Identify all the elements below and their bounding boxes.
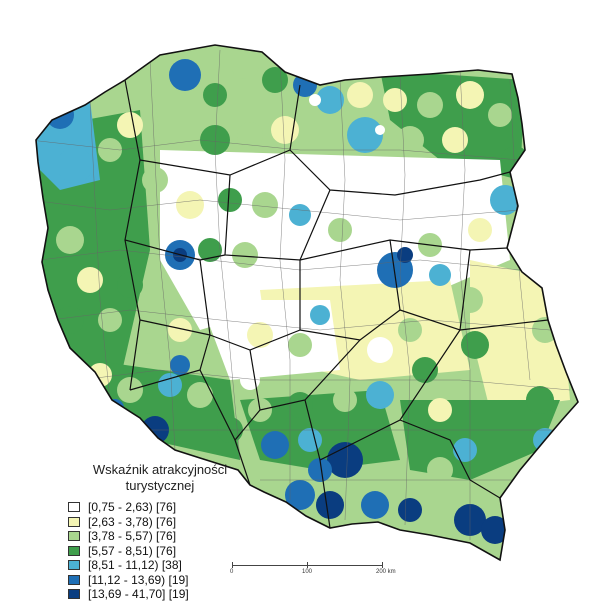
legend-label: [5,57 - 8,51) [76]	[88, 543, 177, 558]
legend-title-line1: Wskaźnik atrakcyjności	[92, 462, 228, 477]
legend-label: [13,69 - 41,70] [19]	[88, 587, 189, 602]
legend-swatch	[68, 589, 80, 600]
map-legend: Wskaźnik atrakcyjności turystycznej [0,7…	[60, 462, 260, 602]
legend-swatch	[68, 516, 80, 527]
legend-swatch	[68, 502, 80, 513]
legend-label: [3,78 - 5,57) [76]	[88, 529, 177, 544]
legend-swatch	[68, 574, 80, 585]
legend-swatch	[68, 560, 80, 571]
legend-title: Wskaźnik atrakcyjności turystycznej	[60, 462, 260, 494]
scale-label-100: 100	[302, 569, 313, 575]
legend-list: [0,75 - 2,63) [76] [2,63 - 3,78) [76] [3,7…	[68, 500, 260, 602]
legend-item: [5,57 - 8,51) [76]	[68, 544, 260, 559]
legend-item: [3,78 - 5,57) [76]	[68, 529, 260, 544]
legend-title-line2: turystycznej	[125, 478, 195, 493]
scale-tick-0	[232, 562, 233, 568]
legend-item: [2,63 - 3,78) [76]	[68, 515, 260, 530]
zone-northeast-green	[380, 70, 525, 180]
country-border	[35, 44, 579, 562]
scale-label-0: 0	[230, 569, 234, 575]
scale-tick-100	[307, 562, 308, 568]
scale-tick-200	[382, 562, 383, 568]
county-borders	[36, 49, 571, 540]
legend-item: [8,51 - 11,12) [38]	[68, 558, 260, 573]
legend-label: [0,75 - 2,63) [76]	[88, 500, 177, 515]
scale-bar: 0 100 200 km	[228, 560, 396, 584]
legend-label: [11,12 - 13,69) [19]	[88, 572, 189, 587]
voivodeship-borders	[124, 79, 549, 529]
legend-label: [8,51 - 11,12) [38]	[88, 558, 182, 573]
legend-item: [13,69 - 41,70] [19]	[68, 587, 260, 602]
scale-label-200: 200 km	[376, 569, 396, 575]
legend-item: [11,12 - 13,69) [19]	[68, 573, 260, 588]
zone-east-yellow	[470, 260, 570, 410]
legend-label: [2,63 - 3,78) [76]	[88, 514, 177, 529]
legend-swatch	[68, 545, 80, 556]
legend-swatch	[68, 531, 80, 542]
legend-item: [0,75 - 2,63) [76]	[68, 500, 260, 515]
